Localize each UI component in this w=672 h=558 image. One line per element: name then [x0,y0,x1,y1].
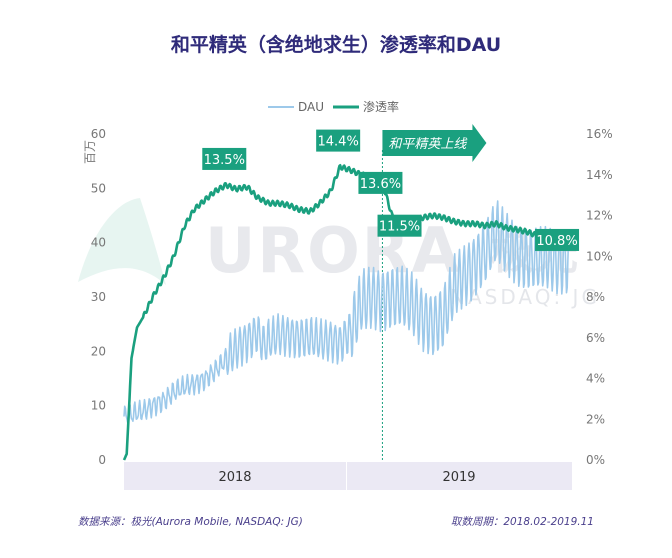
year-band-2018 [124,462,346,490]
callout-label: 11.5% [379,220,420,235]
watermark-logo-icon [78,198,166,285]
callout-box [358,171,403,194]
y-axis-left: 0 10 20 30 40 50 60 [91,127,106,467]
y-axis-right: 0% 2% 4% 6% 8% 10% 12% 14% 16% [586,127,613,467]
y-tick-left-label: 40 [91,236,106,250]
event-arrow: 和平精英上线 [382,124,487,162]
footer-source: 数据来源：极光(Aurora Mobile, NASDAQ: JG) [78,516,303,528]
y-tick-left-label: 0 [98,453,106,467]
watermark-brand: URORA [205,214,462,287]
year-label-2018: 2018 [218,470,251,485]
y-tick-right-label: 2% [586,412,605,426]
callout-box [202,147,247,170]
callout-label: 13.6% [360,177,401,192]
event-label: 和平精英上线 [388,137,467,152]
y-tick-right-label: 4% [586,372,605,386]
year-label-2019: 2019 [442,470,475,485]
legend-label-dau: DAU [298,100,324,114]
data-callouts: 13.5% 14.4% 13.6% 11.5% 10.8% [202,129,580,251]
watermark-ticker: NASDAQ: JG [450,285,600,309]
y-tick-right-label: 0% [586,453,605,467]
series-line-dau [123,200,570,426]
legend: DAU 渗透率 [268,99,399,114]
y-tick-right-label: 10% [586,249,613,263]
callout-label: 10.8% [536,234,577,249]
series-line-penetration [122,164,561,461]
legend-label-penetration: 渗透率 [363,99,399,114]
y-tick-left-label: 50 [91,181,106,195]
callout-box [316,129,361,152]
y-tick-left-label: 20 [91,344,106,358]
y-tick-left-label: 60 [91,127,106,141]
callout-box [535,228,580,251]
y-tick-right-label: 16% [586,127,613,141]
year-band-2019 [347,462,572,490]
y-tick-right-label: 12% [586,209,613,223]
callout-box [377,214,422,237]
y-axis-left-unit: 百万 [83,140,97,164]
y-tick-left-label: 30 [91,290,106,304]
callout-label: 13.5% [204,153,245,168]
y-tick-left-label: 10 [91,399,106,413]
y-tick-right-label: 14% [586,168,613,182]
y-tick-right-label: 8% [586,290,605,304]
y-tick-right-label: 6% [586,331,605,345]
footer-period: 取数周期：2018.02-2019.11 [450,516,594,528]
callout-label: 14.4% [318,135,359,150]
event-arrow-shape [382,124,487,162]
chart-title: 和平精英（含绝地求生）渗透率和DAU [170,34,502,56]
